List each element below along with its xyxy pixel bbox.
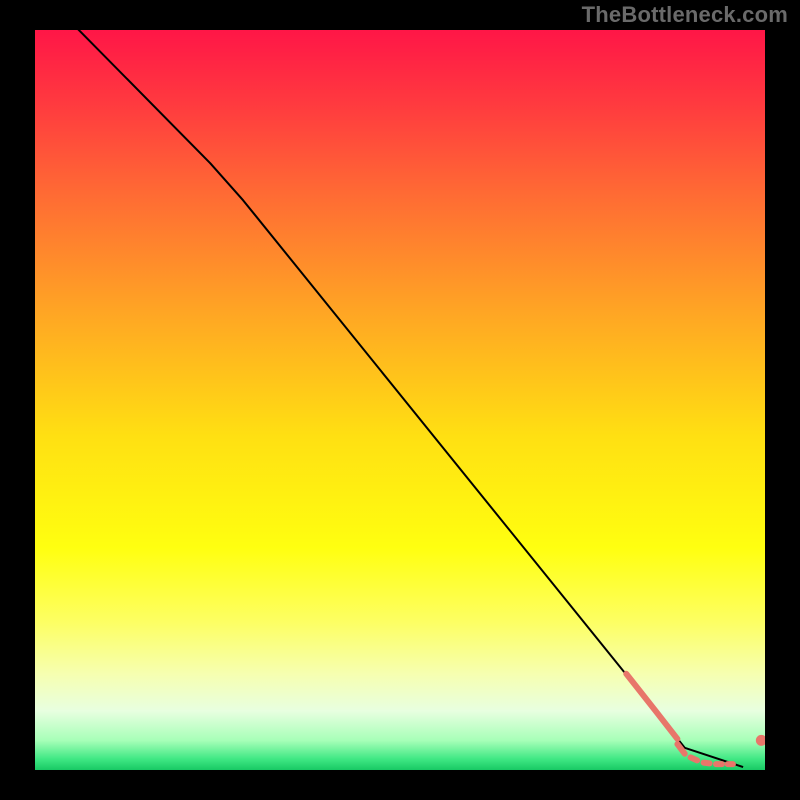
plot-svg: [35, 30, 765, 770]
highlight-dash: [704, 763, 710, 764]
plot-area: [35, 30, 765, 770]
gradient-background: [35, 30, 765, 770]
watermark-text: TheBottleneck.com: [582, 2, 788, 28]
highlight-dash: [691, 757, 698, 760]
chart-container: TheBottleneck.com: [0, 0, 800, 800]
